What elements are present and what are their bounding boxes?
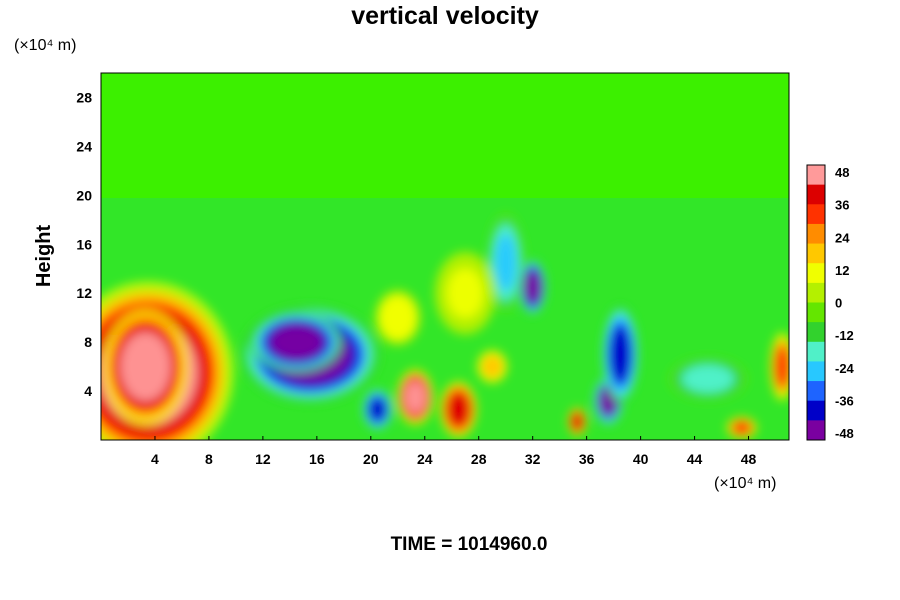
- y-tick-label: 24: [76, 138, 92, 154]
- colorbar-swatch: [807, 361, 825, 382]
- colorbar-swatch: [807, 184, 825, 205]
- x-tick-label: 28: [471, 451, 487, 467]
- colorbar-swatch: [807, 400, 825, 421]
- field-cell-17-level-4: [447, 268, 484, 318]
- field-cell-5-level-4: [404, 380, 427, 414]
- colorbar-swatch: [807, 165, 825, 186]
- colorbar-swatch: [807, 243, 825, 264]
- x-tick-label: 40: [633, 451, 649, 467]
- colorbar-swatch: [807, 420, 825, 441]
- x-tick-label: 36: [579, 451, 595, 467]
- colorbar-frame: [806, 164, 826, 441]
- colorbar-swatch: [807, 302, 825, 323]
- colorbar-swatch: [807, 263, 825, 284]
- y-axis-ticks: 4 8 12 16 20 24 28: [76, 89, 92, 399]
- field-cell-6-level-4: [447, 393, 470, 426]
- field-cell-10-level-4: [609, 325, 632, 384]
- colorbar-swatch: [807, 204, 825, 225]
- y-tick-label: 28: [76, 89, 92, 105]
- chart-title: vertical velocity: [351, 2, 539, 30]
- plot-frame: [100, 72, 790, 441]
- x-tick-label: 48: [741, 451, 757, 467]
- x-tick-label: 44: [687, 451, 703, 467]
- colorbar-tick-label: 24: [835, 230, 850, 245]
- colorbar-tick-label: -12: [835, 328, 854, 343]
- time-label: TIME = 1014960.0: [391, 534, 548, 555]
- colorbar-swatch: [807, 341, 825, 362]
- colorbar-swatch: [807, 322, 825, 343]
- y-tick-label: 12: [76, 285, 92, 301]
- field-cell-1-level-4: [120, 332, 171, 402]
- field-cell-16-level-4: [483, 356, 502, 377]
- colorbar-swatch: [807, 282, 825, 303]
- colorbar-tick-label: -24: [835, 361, 855, 376]
- y-unit-label: (×10⁴ m): [14, 37, 76, 54]
- x-tick-label: 24: [417, 451, 433, 467]
- colorbar: 48 36 24 12 0 -12 -24 -36 -48: [806, 164, 855, 441]
- field-cell-14-level-4: [732, 421, 751, 435]
- x-tick-label: 4: [151, 451, 159, 467]
- field-cell-7-level-4: [524, 270, 541, 304]
- field-cell-3-level-4: [269, 324, 324, 361]
- y-tick-label: 20: [76, 187, 92, 203]
- colorbar-tick-label: -36: [835, 393, 854, 408]
- upper-layer-band: [101, 73, 789, 198]
- y-tick-label: 16: [76, 236, 92, 252]
- colorbar-tick-label: 12: [835, 263, 849, 278]
- field-cell-15-level-4: [384, 301, 412, 335]
- field-cell-4-level-4: [368, 397, 387, 422]
- x-tick-label: 8: [205, 451, 213, 467]
- field-cell-11-level-4: [571, 413, 583, 430]
- field-cell-13-level-4: [775, 346, 789, 388]
- y-axis-label: Height: [33, 225, 55, 288]
- x-axis-ticks: 4 8 12 16 20 24 28 32 36 40 44 48: [151, 436, 757, 467]
- field-cell-8-level-4: [494, 233, 517, 292]
- field-cell-12-level-4: [685, 366, 731, 392]
- colorbar-swatch: [807, 381, 825, 402]
- colorbar-tick-label: 36: [835, 198, 849, 213]
- x-tick-label: 20: [363, 451, 379, 467]
- y-tick-label: 4: [84, 383, 92, 399]
- plot-area: [101, 73, 789, 440]
- y-tick-label: 8: [84, 334, 92, 350]
- x-unit-label: (×10⁴ m): [714, 475, 776, 492]
- x-tick-label: 32: [525, 451, 541, 467]
- x-tick-label: 16: [309, 451, 325, 467]
- colorbar-tick-label: 0: [835, 296, 842, 311]
- x-tick-label: 12: [255, 451, 271, 467]
- colorbar-swatch: [807, 223, 825, 245]
- field-cells: [101, 213, 789, 440]
- colorbar-tick-label: -48: [835, 426, 854, 441]
- colorbar-tick-label: 48: [835, 165, 849, 180]
